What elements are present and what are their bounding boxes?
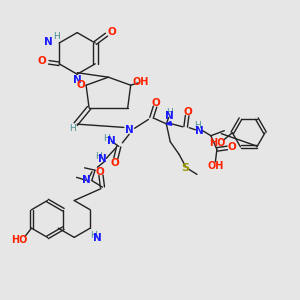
Text: N: N bbox=[44, 37, 53, 46]
Text: O: O bbox=[111, 158, 120, 168]
Text: O: O bbox=[152, 98, 160, 108]
Polygon shape bbox=[166, 122, 172, 125]
Text: O: O bbox=[76, 80, 85, 90]
Text: H: H bbox=[166, 108, 173, 117]
Text: H: H bbox=[69, 124, 76, 133]
Text: N: N bbox=[98, 154, 107, 164]
Text: H: H bbox=[90, 231, 97, 240]
Text: N: N bbox=[82, 175, 91, 185]
Text: OH: OH bbox=[207, 161, 224, 171]
Text: H: H bbox=[53, 32, 60, 41]
Text: HO: HO bbox=[11, 235, 28, 245]
Text: O: O bbox=[107, 27, 116, 37]
Text: N: N bbox=[73, 75, 82, 85]
Text: N: N bbox=[165, 110, 174, 121]
Text: O: O bbox=[227, 142, 236, 152]
Text: H: H bbox=[103, 134, 110, 142]
Text: HO: HO bbox=[209, 138, 226, 148]
Text: N: N bbox=[195, 126, 203, 136]
Text: N: N bbox=[107, 136, 116, 146]
Text: H: H bbox=[194, 121, 201, 130]
Text: S: S bbox=[181, 163, 189, 173]
Text: OH: OH bbox=[133, 77, 149, 87]
Text: H: H bbox=[95, 152, 102, 161]
Text: N: N bbox=[93, 233, 102, 243]
Text: O: O bbox=[38, 56, 46, 66]
Text: O: O bbox=[96, 167, 104, 177]
Text: O: O bbox=[184, 107, 192, 117]
Text: N: N bbox=[125, 125, 134, 135]
